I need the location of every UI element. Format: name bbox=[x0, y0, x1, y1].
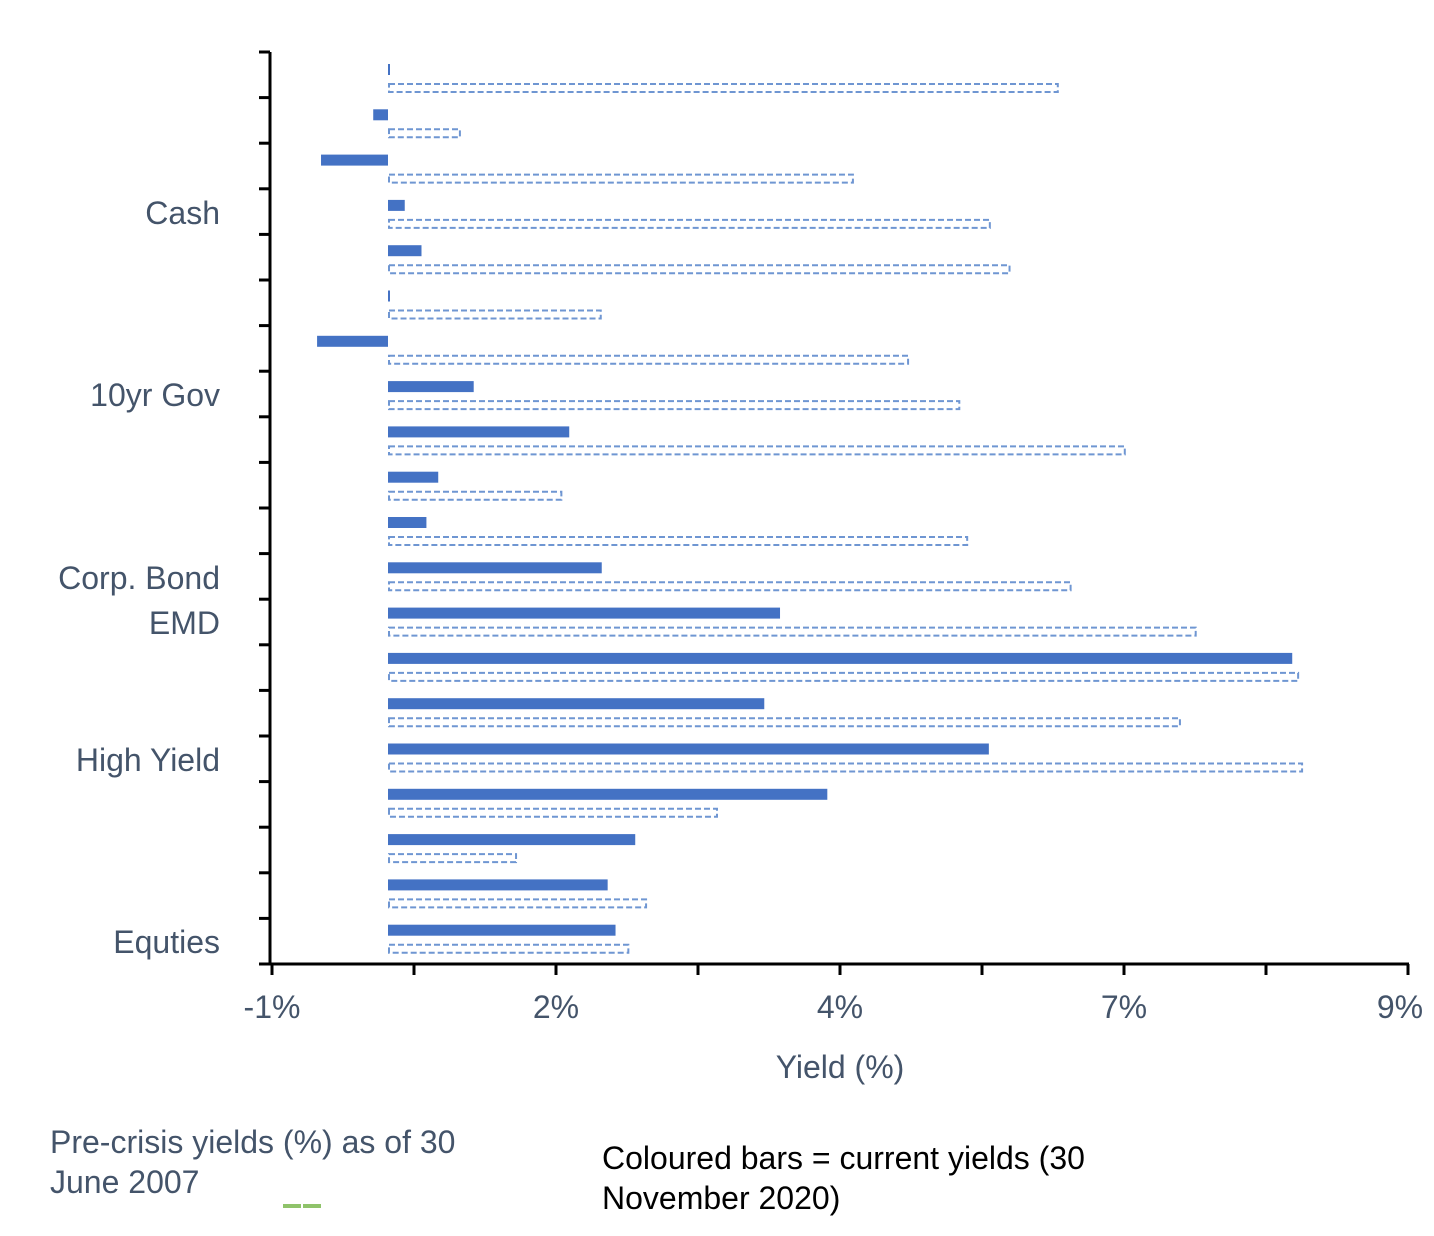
current-yield-bar bbox=[388, 788, 828, 800]
pre-crisis-yield-bar bbox=[388, 853, 518, 864]
current-yield-bar bbox=[388, 562, 602, 574]
pre-crisis-yield-bar bbox=[388, 943, 630, 954]
pre-crisis-yield-bar bbox=[388, 898, 648, 909]
current-yield-bar bbox=[388, 607, 781, 619]
current-yield-bar bbox=[388, 924, 616, 936]
x-tick-label: -1% bbox=[244, 989, 301, 1025]
note-text: ) as of 30 June 2007 bbox=[50, 1124, 456, 1200]
pre-crisis-yield-bar bbox=[388, 536, 969, 546]
x-tick-label: 9% bbox=[1377, 989, 1423, 1025]
note-text: Pre-crisis yields ( bbox=[50, 1124, 294, 1160]
current-yield-bar bbox=[388, 245, 422, 257]
category-label-high-yield: High Yield bbox=[76, 742, 220, 778]
x-tick-label: 2% bbox=[533, 989, 579, 1025]
pre-crisis-yield-bar bbox=[388, 671, 1300, 682]
pre-crisis-legend-note: Pre-crisis yields (%) as of 30 June 2007 bbox=[50, 1122, 520, 1208]
current-yield-bar bbox=[388, 471, 439, 483]
axes bbox=[259, 50, 1410, 975]
pre-crisis-yield-bar bbox=[388, 490, 563, 501]
x-axis-ticks bbox=[270, 964, 1410, 975]
current-yield-bar bbox=[373, 109, 388, 121]
pre-crisis-yield-bar bbox=[388, 83, 1059, 93]
pre-crisis-yield-bar bbox=[388, 309, 602, 320]
current-yield-bar bbox=[388, 381, 474, 393]
current-yields-note: Coloured bars = current yields (30 Novem… bbox=[602, 1138, 1182, 1218]
current-yield-bar bbox=[388, 834, 636, 846]
pre-crisis-yield-bar bbox=[388, 128, 461, 139]
x-axis-title: Yield (%) bbox=[776, 1049, 905, 1085]
category-label-emd: EMD bbox=[149, 605, 220, 641]
current-yield-bars bbox=[317, 64, 1293, 936]
pre-crisis-yield-bar bbox=[388, 354, 910, 365]
pre-crisis-yield-bar bbox=[388, 762, 1304, 773]
current-yield-bar bbox=[388, 698, 765, 710]
x-tick-label: 4% bbox=[817, 989, 863, 1025]
category-label-10yr-gov: 10yr Gov bbox=[90, 377, 220, 413]
pre-crisis-yield-bar bbox=[388, 626, 1197, 637]
y-axis-ticks bbox=[259, 50, 270, 966]
pre-crisis-yield-bar bbox=[388, 581, 1072, 592]
pre-crisis-yield-bar bbox=[388, 173, 854, 184]
pre-crisis-yield-bar bbox=[388, 717, 1181, 728]
pre-crisis-yield-bar bbox=[388, 807, 718, 818]
pre-crisis-yield-bar bbox=[388, 264, 1011, 275]
current-yield-bar bbox=[388, 743, 989, 755]
category-label-cash: Cash bbox=[145, 195, 220, 231]
x-tick-label: 7% bbox=[1101, 989, 1147, 1025]
x-tick-labels: -1% 2% 4% 7% 9% bbox=[244, 989, 1424, 1025]
current-yield-bar bbox=[388, 879, 608, 891]
current-yield-bar bbox=[388, 64, 390, 75]
category-label-equities: Equties bbox=[113, 924, 220, 960]
current-yield-bar bbox=[388, 652, 1293, 664]
current-yield-bar bbox=[388, 199, 405, 211]
pre-crisis-yield-bar bbox=[388, 445, 1126, 456]
current-yield-bar bbox=[317, 335, 388, 347]
pre-crisis-yield-bar bbox=[388, 218, 991, 229]
note-text: % bbox=[293, 1124, 323, 1160]
current-yield-bar bbox=[321, 154, 388, 166]
current-yield-bar bbox=[388, 517, 427, 528]
current-yield-bar bbox=[388, 290, 390, 302]
current-yield-bar bbox=[388, 426, 570, 438]
category-labels: Cash 10yr Gov Corp. Bond EMD High Yield … bbox=[58, 195, 220, 960]
note-text: Coloured bars = current yields (30 Novem… bbox=[602, 1140, 1085, 1216]
pre-crisis-yield-bar bbox=[388, 400, 961, 411]
pre-crisis-yield-bars bbox=[388, 83, 1304, 954]
category-label-corp-bond: Corp. Bond bbox=[58, 560, 220, 596]
